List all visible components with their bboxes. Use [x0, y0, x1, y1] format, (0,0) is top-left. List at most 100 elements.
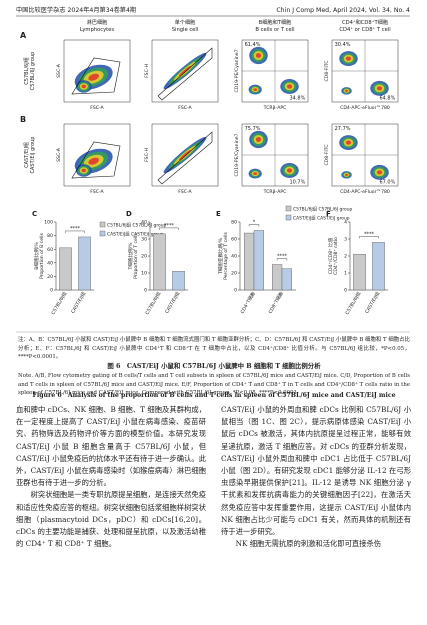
y-axis-label: Percentage of T cells	[223, 232, 229, 280]
bar	[353, 254, 366, 291]
significance: ****	[70, 226, 81, 232]
y-axis-label: CD4⁺/CD8⁺ ratio	[333, 237, 339, 275]
panel-letter: A	[20, 31, 27, 40]
significance: ****	[277, 254, 288, 260]
column-title: CD4⁺ or CD8⁺ T cell	[339, 27, 390, 33]
legend-swatch	[99, 230, 106, 237]
x-tick-label: CD8⁺T细胞	[267, 290, 285, 315]
y-axis-label: T细胞比例/%	[127, 242, 134, 271]
legend-swatch	[99, 221, 106, 228]
flow-density	[345, 89, 348, 92]
axis-label: SSC-A	[56, 63, 62, 78]
group-label: C57BL/6J group	[30, 52, 36, 91]
y-tick-label: 30	[141, 237, 147, 243]
y-tick-label: 20	[47, 274, 53, 280]
gate	[157, 47, 213, 101]
axis-label: FSC-A	[90, 189, 104, 195]
axis-label: FSC-A	[178, 189, 192, 195]
column-title: Single cell	[172, 27, 199, 33]
header-journal-en: Chin J Comp Med, April 2024, Vol. 34, No…	[276, 7, 410, 14]
bar	[59, 247, 72, 291]
axis-label: FSC-A	[178, 105, 192, 111]
y-tick-label: 0	[344, 288, 347, 294]
y-tick-label: 20	[231, 271, 237, 277]
column-title: B细胞和T细胞	[259, 18, 292, 26]
group-label: CAST/EiJ group	[30, 137, 36, 174]
x-tick-label: C57BL/6J组	[344, 290, 363, 316]
column-title: CD4⁺和CD8⁺T细胞	[342, 18, 388, 26]
gate	[71, 141, 121, 179]
paragraph: NK 细胞无需抗原的刺激和活化即可直接杀伤	[235, 539, 382, 549]
flow-density	[286, 168, 293, 173]
y-axis-label: T细胞亚群比例/%	[217, 237, 224, 275]
bar	[172, 271, 185, 291]
y-axis-label: B细胞比例/%	[33, 242, 40, 270]
flow-density	[253, 172, 258, 175]
flow-density	[345, 140, 352, 145]
y-tick-label: 100	[44, 220, 53, 226]
paragraph: 树突状细胞是一类专职抗原提呈细胞，是连接天然免疫和适应性免疫应答的枢纽。树突状细…	[16, 490, 206, 549]
x-tick-label: C57BL/6J组	[144, 290, 163, 316]
y-tick-label: 80	[47, 233, 53, 239]
axis-label: CD4-APC-eFluor™780	[340, 105, 390, 111]
bar	[272, 264, 283, 291]
y-tick-label: 0	[144, 288, 147, 294]
flow-density	[179, 149, 191, 161]
flow-density	[345, 56, 352, 61]
group-label: C57BL/6J组	[23, 57, 30, 84]
x-tick-label: CAST/EiJ组	[163, 290, 181, 314]
gate-percent: 75.7%	[245, 126, 261, 132]
y-tick-label: 10	[141, 271, 147, 277]
axis-label: CD19-PE/Cyanine7	[234, 133, 240, 176]
y-tick-label: 40	[141, 220, 147, 226]
y-axis-label: CD4⁺/CD8⁺ 比值	[327, 237, 334, 274]
panel-letter: F	[326, 210, 331, 218]
bar	[372, 242, 385, 291]
x-tick-label: CD4⁺T细胞	[239, 290, 257, 315]
significance: *	[253, 220, 256, 226]
axis-label: SSC-A	[56, 147, 62, 162]
gate-percent: 64.8%	[379, 96, 395, 102]
axis-label: CD8-FITC	[324, 60, 330, 81]
y-tick-label: 4	[344, 220, 347, 226]
flow-density	[179, 65, 191, 77]
legend-label: C57BL/6J组 C57BL/6J group	[107, 222, 167, 229]
legend-label: CAST/EiJ组 CAST/EiJ group	[293, 215, 350, 222]
bar	[243, 232, 255, 291]
panel-letter: D	[126, 210, 132, 218]
body-left: 血和脾中 cDCs、NK 细胞、B 细胞、T 细胞及其群构成，在一定程度上提高了…	[16, 404, 206, 550]
gate	[157, 131, 213, 185]
caption-note-en: Note. A/B, Flow cytometry gating of B ce…	[18, 373, 410, 397]
significance-bracket	[248, 224, 260, 227]
axis-label: FSC-A	[90, 105, 104, 111]
axis-label: CD4-APC-eFluor™780	[340, 189, 390, 195]
caption-note-zh: 注：A、B：C57BL/6J 小鼠和 CAST/EiJ 小鼠脾中 B 细胞和 T…	[18, 337, 410, 361]
significance: ****	[364, 231, 375, 237]
significance-bracket	[159, 227, 179, 230]
y-tick-label: 80	[231, 220, 237, 226]
gate-percent: 30.4%	[335, 42, 351, 48]
y-tick-label: 3	[344, 237, 347, 243]
bar	[253, 230, 265, 291]
column-title: 单个细胞	[175, 18, 196, 26]
flow-density	[376, 170, 383, 175]
flow-density	[81, 168, 87, 173]
y-tick-label: 60	[231, 237, 237, 243]
axis-label: FSC-H	[144, 64, 150, 78]
group-label: CAST/EiJ组	[23, 142, 30, 168]
legend-swatch	[285, 214, 292, 221]
legend-label: CAST/EiJ组 CAST/EiJ group	[107, 231, 164, 238]
axis-label: CD19-PE/Cyanine7	[234, 49, 240, 92]
panel-letter: C	[32, 210, 37, 218]
x-tick-label: CAST/EiJ组	[363, 290, 381, 314]
flow-density	[255, 137, 262, 142]
y-axis-label: Proportion of B cells	[39, 232, 45, 279]
y-tick-label: 1	[344, 271, 347, 277]
body-right: CAST/EiJ 小鼠的外周血和脾 cDCs 比例和 C57BL/6J 小鼠相当…	[221, 404, 411, 550]
legend-swatch	[285, 205, 292, 212]
flow-density	[376, 86, 383, 91]
y-axis-label: Proportion of T cells	[133, 233, 139, 279]
y-tick-label: 0	[234, 288, 237, 294]
bar	[281, 268, 293, 291]
gate-percent: 34.8%	[289, 96, 305, 102]
